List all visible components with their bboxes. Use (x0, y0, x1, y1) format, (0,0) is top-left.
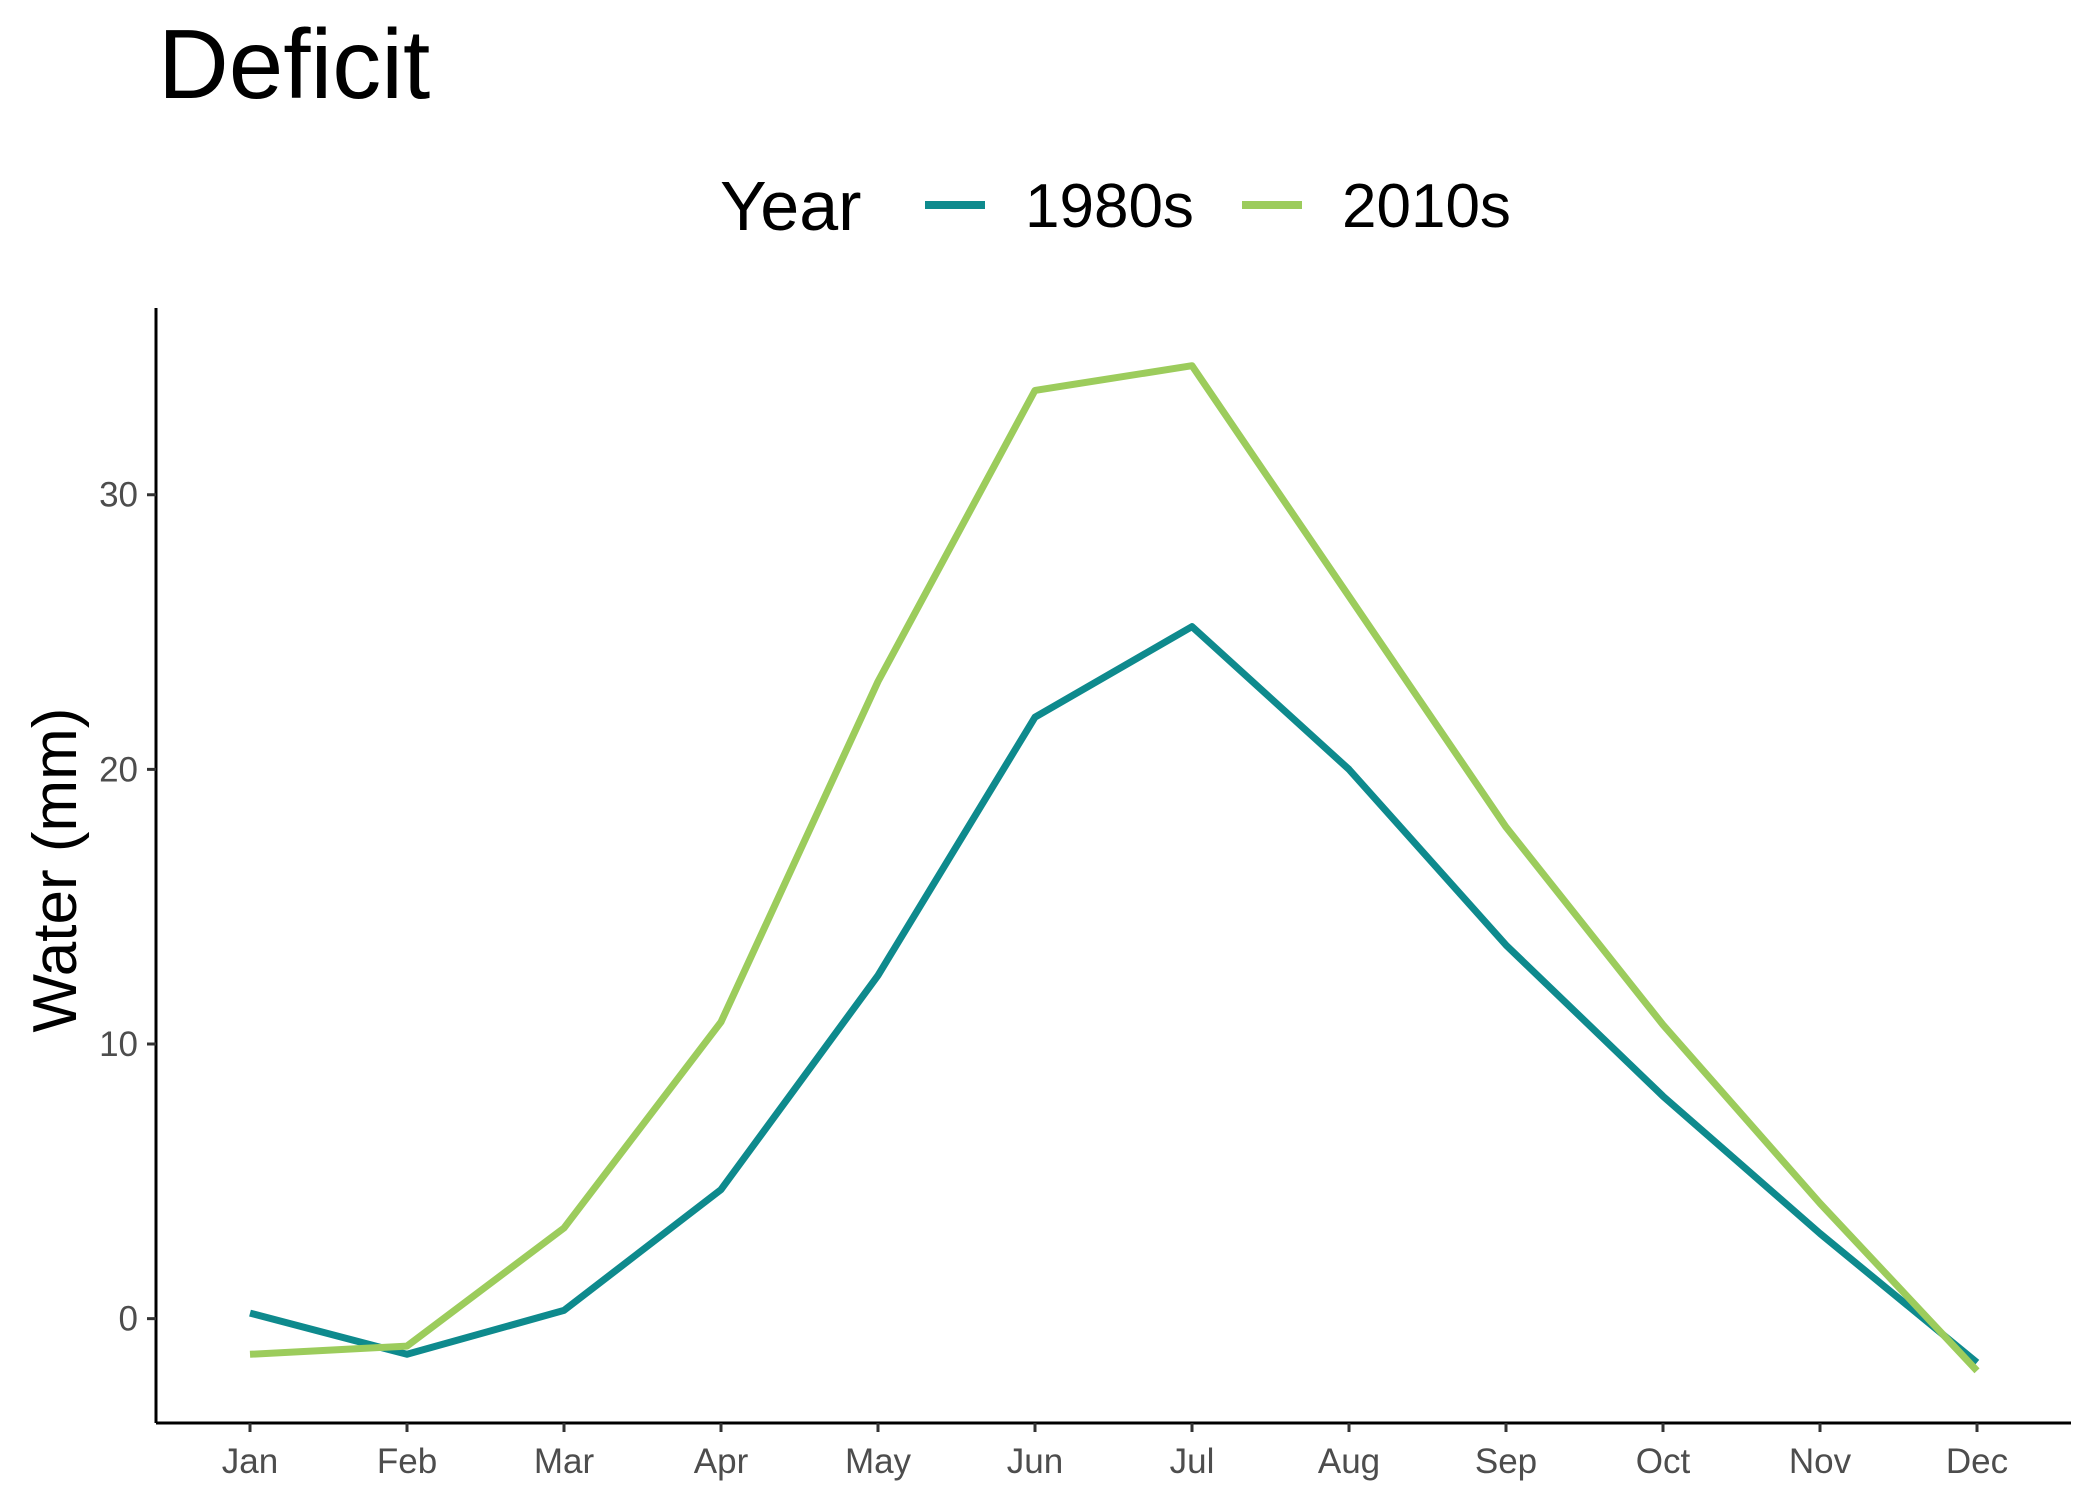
x-tick-label: Jun (1007, 1442, 1063, 1481)
x-tick-label: Nov (1789, 1442, 1852, 1481)
x-tick-label: Feb (377, 1442, 437, 1481)
x-tick-label: Jan (222, 1442, 278, 1481)
x-tick-label: Jul (1170, 1442, 1215, 1481)
y-tick-label: 20 (99, 750, 138, 789)
x-tick-label: Dec (1946, 1442, 2008, 1481)
legend-label-1980s: 1980s (1025, 172, 1194, 241)
x-tick-label: May (845, 1442, 912, 1481)
legend-label-2010s: 2010s (1342, 172, 1511, 241)
x-tick-label: Oct (1636, 1442, 1691, 1481)
y-tick-label: 0 (119, 1300, 138, 1339)
plot-series (249, 362, 1980, 1374)
x-tick-label: Aug (1318, 1442, 1380, 1481)
x-tick-label: Sep (1475, 1442, 1537, 1481)
y-axis-title: Water (mm) (21, 708, 90, 1033)
y-tick-label: 10 (99, 1025, 138, 1064)
legend-title: Year (720, 167, 861, 245)
y-axis-ticks: 0 10 20 30 (99, 476, 156, 1339)
series-line-1980s (249, 623, 1980, 1366)
y-tick-label: 30 (99, 476, 138, 515)
x-tick-label: Apr (694, 1442, 749, 1481)
x-tick-label: Mar (534, 1442, 595, 1481)
legend: Year 1980s 2010s (720, 167, 1511, 245)
x-axis-ticks: Jan Feb Mar Apr May Jun Jul Aug Sep Oct Nov Dec (222, 1423, 2008, 1481)
series-line-2010s (249, 362, 1980, 1374)
chart-title: Deficit (158, 9, 430, 119)
